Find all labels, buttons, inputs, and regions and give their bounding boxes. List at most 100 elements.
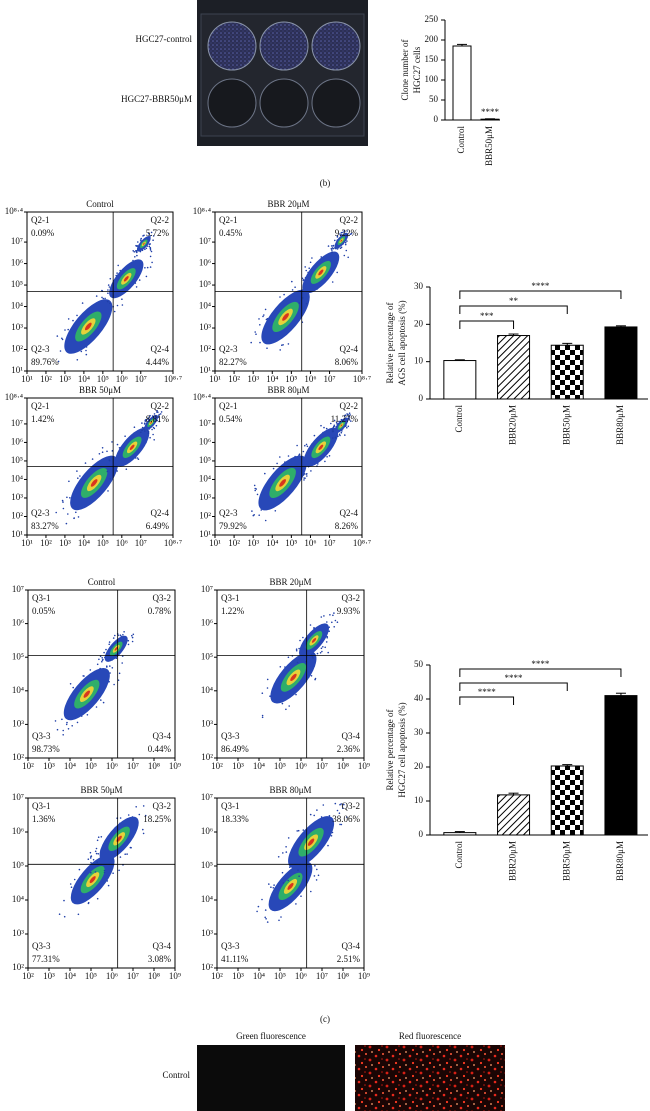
y-tick-label: 10² — [199, 344, 211, 354]
x-tick-label: 10³ — [232, 971, 244, 981]
event-dot — [102, 701, 105, 704]
event-dot — [266, 347, 268, 350]
event-dot — [283, 293, 285, 296]
event-dot — [295, 648, 298, 650]
event-dot — [250, 341, 252, 344]
event-dot — [310, 890, 312, 893]
event-dot — [133, 426, 136, 429]
event-dot — [302, 829, 305, 831]
event-dot — [259, 341, 261, 344]
y-tick-label: 10³ — [199, 492, 211, 502]
y-tick-label: 50 — [414, 659, 424, 669]
event-dot — [138, 279, 141, 281]
event-dot — [116, 443, 119, 446]
event-dot — [310, 675, 313, 677]
quadrant-name: Q2-2 — [151, 401, 170, 411]
event-dot — [272, 467, 275, 470]
y-tick-label: 20 — [414, 318, 424, 328]
y-tick-label: 150 — [425, 54, 439, 64]
event-dot — [107, 289, 109, 291]
quadrant-percent: 8.26% — [335, 521, 359, 531]
event-dot — [343, 254, 346, 257]
event-dot — [287, 837, 290, 839]
quadrant-percent: 9.93% — [337, 606, 361, 616]
event-dot — [77, 913, 80, 916]
event-dot — [319, 652, 322, 654]
event-dot — [95, 295, 98, 297]
event-dot — [109, 302, 111, 305]
x-tick-label: 10⁸·⁷ — [353, 374, 371, 384]
x-tick-label: 10⁵ — [274, 761, 286, 771]
event-dot — [61, 337, 63, 340]
x-tick-label: 10⁴ — [266, 538, 278, 548]
y-tick-label: 10³ — [199, 322, 211, 332]
event-dot — [124, 435, 126, 438]
event-dot — [330, 422, 332, 425]
quadrant-percent: 1.22% — [221, 606, 245, 616]
y-tick-label: 10⁸·⁴ — [5, 392, 23, 402]
y-tick-label: 10⁴ — [11, 301, 23, 311]
event-dot — [302, 450, 305, 453]
event-dot — [282, 852, 284, 854]
event-dot — [119, 856, 122, 858]
event-dot — [135, 250, 137, 252]
event-dot — [112, 637, 115, 639]
event-dot — [145, 247, 148, 250]
y-tick-label: 0 — [419, 829, 424, 839]
event-dot — [147, 232, 150, 235]
event-dot — [263, 314, 265, 316]
y-tick-label: 10 — [414, 356, 424, 366]
event-dot — [323, 426, 325, 429]
x-tick-label: 10⁷ — [127, 971, 139, 981]
y-tick-label: 10³ — [201, 718, 213, 728]
panel-title: BBR 50μM — [80, 785, 122, 795]
x-tick-label: 10⁴ — [64, 971, 76, 981]
category-label: Control — [454, 841, 464, 869]
event-dot — [334, 619, 337, 622]
event-dot — [97, 836, 100, 838]
event-dot — [108, 286, 111, 288]
category-label: BBR50μM — [484, 126, 494, 166]
quadrant-percent: 1.36% — [32, 814, 56, 824]
quadrant-name: Q2-2 — [340, 215, 359, 225]
event-dot — [111, 667, 114, 669]
quadrant-name: Q2-1 — [219, 401, 238, 411]
y-tick-label: 10⁵ — [199, 455, 211, 465]
event-dot — [119, 817, 122, 819]
y-axis-label: AGS cell apoptosis (%) — [397, 300, 407, 385]
y-tick-label: 10⁵ — [201, 860, 213, 870]
event-dot — [67, 318, 70, 320]
event-dot — [317, 463, 319, 465]
event-dot — [334, 802, 337, 805]
event-dot — [62, 729, 64, 732]
quadrant-percent: 77.31% — [32, 954, 60, 964]
event-dot — [344, 241, 347, 244]
event-dot — [280, 916, 282, 918]
event-dot — [261, 716, 264, 719]
quadrant-percent: 83.27% — [31, 521, 59, 531]
event-dot — [330, 247, 333, 250]
event-dot — [133, 251, 136, 253]
event-dot — [118, 869, 120, 872]
event-dot — [295, 649, 298, 652]
event-dot — [131, 634, 133, 637]
quadrant-percent: 8.81% — [146, 414, 170, 424]
event-dot — [116, 470, 118, 472]
event-dot — [340, 823, 343, 826]
event-dot — [281, 871, 284, 874]
event-dot — [266, 678, 269, 681]
event-dot — [316, 652, 319, 655]
event-dot — [279, 296, 281, 298]
event-dot — [311, 656, 314, 658]
event-dot — [301, 297, 304, 299]
quadrant-percent: 89.76% — [31, 357, 59, 367]
quadrant-name: Q2-4 — [340, 508, 359, 518]
event-dot — [333, 419, 336, 422]
event-dot — [146, 266, 149, 269]
event-dot — [331, 281, 334, 283]
y-tick-label: 10⁴ — [12, 894, 24, 904]
event-dot — [344, 243, 347, 246]
event-dot — [339, 233, 341, 235]
y-axis-label: HGC27 cells — [412, 46, 422, 93]
flow-panel: BBR 80μM 10¹ 10² 10³ 10⁴ 10⁵ 10⁶ 10⁷ 10⁸·⁷ 10¹ 10²… — [193, 385, 371, 548]
